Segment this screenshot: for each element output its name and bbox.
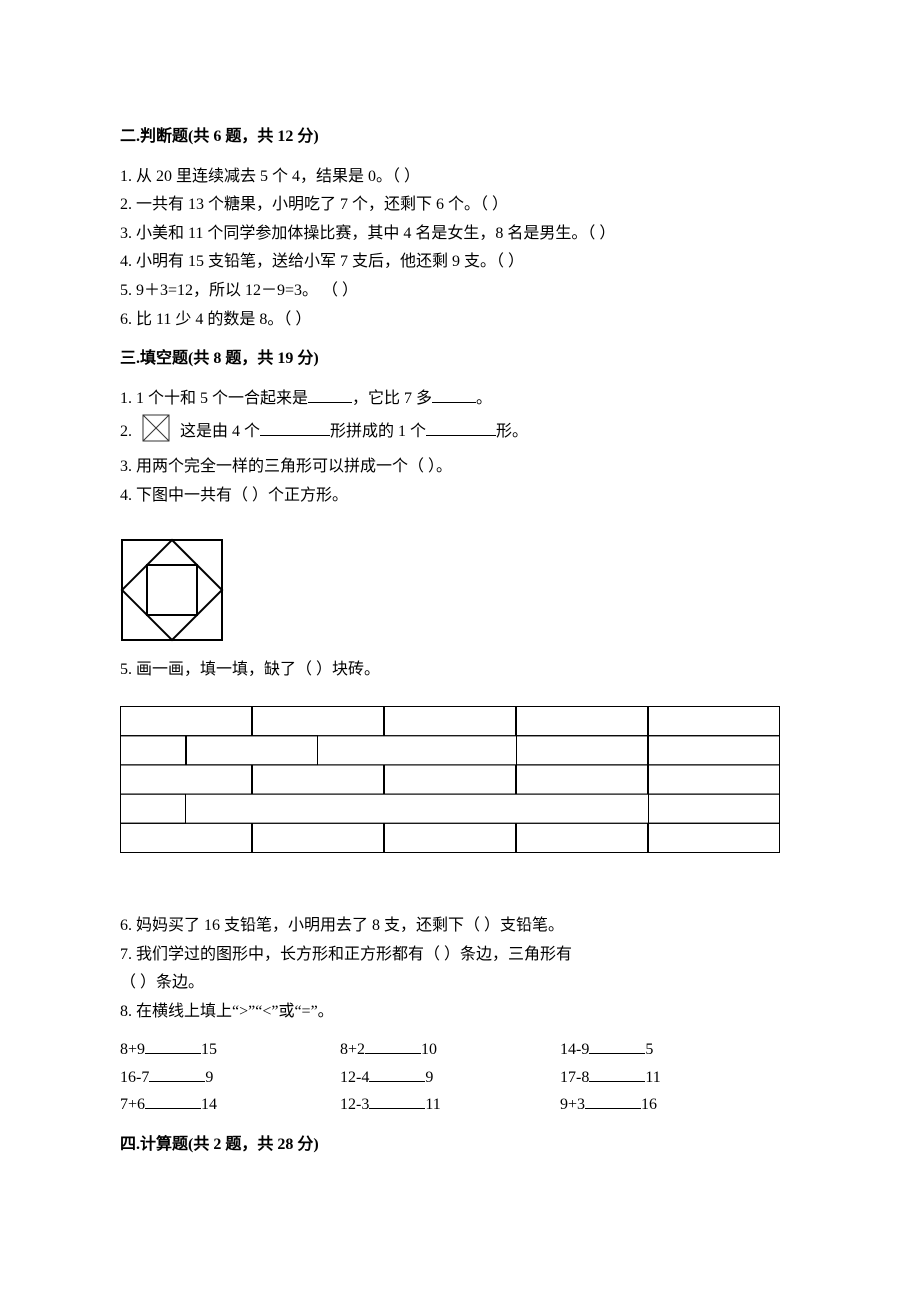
s3-q2-b: 这是由 4 个	[180, 423, 260, 440]
page: 二.判断题(共 6 题，共 12 分) 1. 从 20 里连续减去 5 个 4，…	[0, 0, 920, 1232]
blank	[426, 421, 496, 436]
cmp-rhs: 11	[645, 1069, 660, 1086]
compare-row-1: 8+9 15 8+2 10 14-9 5	[120, 1037, 800, 1063]
blank	[308, 388, 352, 403]
s3-q1-c: 。	[476, 390, 492, 407]
s2-q4: 4. 小明有 15 支铅笔，送给小军 7 支后，他还剩 9 支。（ ）	[120, 249, 800, 275]
s3-q2-a: 2.	[120, 423, 132, 440]
blank	[149, 1067, 205, 1082]
compare-row-3: 7+6 14 12-3 11 9+3 16	[120, 1092, 800, 1118]
s2-q5: 5. 9＋3=12，所以 12－9=3。 （ ）	[120, 278, 800, 304]
cmp-lhs: 9+3	[560, 1096, 585, 1113]
s3-q5: 5. 画一画，填一填，缺了（ ）块砖。	[120, 657, 800, 683]
nested-squares-figure	[120, 538, 800, 651]
s2-q2: 2. 一共有 13 个糖果，小明吃了 7 个，还剩下 6 个。（ ）	[120, 192, 800, 218]
blank	[589, 1039, 645, 1054]
s3-q2: 2. 这是由 4 个 形拼成的 1 个 形。	[120, 414, 800, 451]
s3-q7a: 7. 我们学过的图形中，长方形和正方形都有（ ）条边，三角形有	[120, 942, 800, 968]
cmp-lhs: 8+9	[120, 1041, 145, 1058]
s3-q1-a: 1. 1 个十和 5 个一合起来是	[120, 390, 308, 407]
blank	[589, 1067, 645, 1082]
section-2-heading: 二.判断题(共 6 题，共 12 分)	[120, 124, 800, 150]
blank	[145, 1094, 201, 1109]
s3-q1-b: ，它比 7 多	[352, 390, 432, 407]
square-with-diagonals-icon	[142, 414, 170, 451]
cmp-lhs: 17-8	[560, 1069, 589, 1086]
blank	[432, 388, 476, 403]
cmp-rhs: 16	[641, 1096, 657, 1113]
s3-q3: 3. 用两个完全一样的三角形可以拼成一个（ ）。	[120, 454, 800, 480]
brick-wall-figure	[120, 706, 800, 863]
s2-q6: 6. 比 11 少 4 的数是 8。（ ）	[120, 307, 800, 333]
cmp-rhs: 9	[205, 1069, 213, 1086]
blank	[585, 1094, 641, 1109]
s3-q2-c: 形拼成的 1 个	[330, 423, 426, 440]
blank	[369, 1067, 425, 1082]
section-3-heading: 三.填空题(共 8 题，共 19 分)	[120, 346, 800, 372]
section-4-heading: 四.计算题(共 2 题，共 28 分)	[120, 1132, 800, 1158]
s3-q8: 8. 在横线上填上“>”“<”或“=”。	[120, 999, 800, 1025]
cmp-lhs: 8+2	[340, 1041, 365, 1058]
cmp-rhs: 11	[425, 1096, 440, 1113]
cmp-lhs: 14-9	[560, 1041, 589, 1058]
cmp-rhs: 9	[425, 1069, 433, 1086]
s2-q3: 3. 小美和 11 个同学参加体操比赛，其中 4 名是女生，8 名是男生。（ ）	[120, 221, 800, 247]
cmp-rhs: 14	[201, 1096, 217, 1113]
compare-row-2: 16-7 9 12-4 9 17-8 11	[120, 1065, 800, 1091]
cmp-rhs: 10	[421, 1041, 437, 1058]
blank	[369, 1094, 425, 1109]
s3-q6: 6. 妈妈买了 16 支铅笔，小明用去了 8 支，还剩下（ ）支铅笔。	[120, 913, 800, 939]
cmp-lhs: 12-3	[340, 1096, 369, 1113]
s3-q7b: （ ）条边。	[120, 970, 800, 996]
s3-q2-d: 形。	[496, 423, 528, 440]
s3-q4: 4. 下图中一共有（ ）个正方形。	[120, 483, 800, 509]
cmp-lhs: 12-4	[340, 1069, 369, 1086]
s2-q1: 1. 从 20 里连续减去 5 个 4，结果是 0。（ ）	[120, 164, 800, 190]
blank	[260, 421, 330, 436]
cmp-lhs: 16-7	[120, 1069, 149, 1086]
cmp-rhs: 15	[201, 1041, 217, 1058]
blank	[365, 1039, 421, 1054]
blank	[145, 1039, 201, 1054]
cmp-lhs: 7+6	[120, 1096, 145, 1113]
s3-q1: 1. 1 个十和 5 个一合起来是 ，它比 7 多 。	[120, 386, 800, 412]
cmp-rhs: 5	[645, 1041, 653, 1058]
